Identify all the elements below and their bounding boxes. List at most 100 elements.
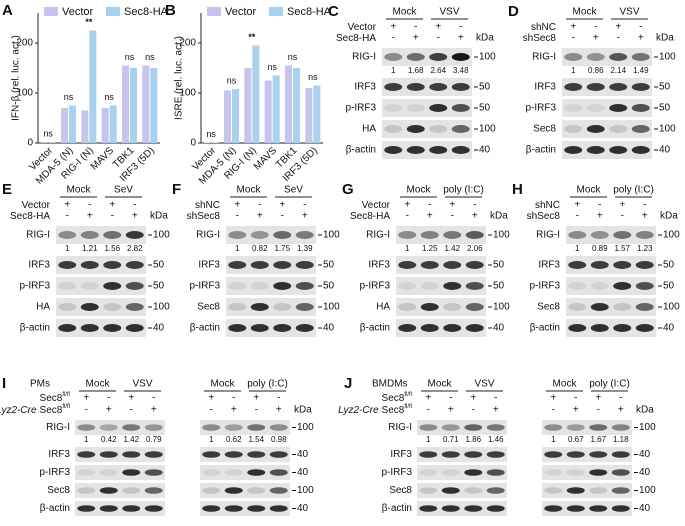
mw-label: 40 [659,145,671,156]
band [613,231,632,239]
band [295,303,314,311]
band [420,261,439,269]
treatment-sign: + [257,211,263,222]
blot-strip [417,465,507,480]
band [144,505,163,512]
bar [142,65,150,143]
treatment-label: Sec8fl/fl [382,392,412,404]
band [420,231,439,239]
row-label: RIG-I [352,52,376,63]
band [613,324,632,332]
blot-strip [566,277,656,295]
bar [272,75,280,143]
treatment-label: Vector [22,200,51,211]
band [486,469,505,476]
band [635,282,654,290]
row-label: RIG-I [46,422,70,433]
band [590,303,609,311]
band [250,261,269,269]
quant-label: 0.89 [592,244,608,253]
treatment-name: shSec8 [187,211,221,222]
mw-label: 40 [639,467,651,478]
bar [224,90,231,143]
treatment-sign: + [231,405,237,416]
band [103,324,122,332]
treatment-label: shNC [531,22,556,33]
treatment-sign: + [302,211,308,222]
band [80,231,99,239]
band [295,261,314,269]
panel-label: C [328,3,339,20]
treatment-name: Sec8-HA [336,33,376,44]
group-label: VSV [619,7,639,18]
quant-label: 1 [571,66,576,75]
significance: ** [85,17,93,27]
quant-label: 1.68 [408,66,424,75]
band [273,261,292,269]
row-label: Sec8 [389,485,412,496]
blot-strip [75,465,165,480]
quant-label: 1.57 [614,244,630,253]
band [419,505,438,512]
treatment-sign: + [390,22,396,33]
band [384,53,403,61]
band [609,125,628,133]
band [635,303,654,311]
band [586,83,605,91]
band [103,231,122,239]
bar [81,110,89,143]
band [589,469,608,476]
bar [232,89,239,143]
band [125,261,144,269]
blot-strip [566,256,656,274]
band [609,146,628,154]
treatment-sign: - [236,211,239,222]
group-label: SeV [114,185,133,196]
band [568,324,587,332]
legend-label: Vector [62,6,94,18]
treatment-sign: - [406,211,409,222]
mw-label: 100 [297,422,314,433]
band [103,261,122,269]
treatment-sign: + [234,200,240,211]
band [465,303,484,311]
band [631,83,650,91]
bar [285,65,292,143]
row-label: IRF3 [198,260,220,271]
band [451,83,470,91]
treatment-sign: - [494,393,497,404]
mw-label: 100 [323,230,340,241]
band [99,505,118,512]
row-label: IRF3 [534,82,556,93]
treatment-sign: + [279,200,285,211]
treatment-sign: + [132,211,138,222]
band [99,487,118,494]
bar [293,68,300,143]
treatment-sign: + [106,405,112,416]
blot-strip [226,298,316,316]
band [609,104,628,112]
band [611,505,630,512]
quant-label: 0.86 [588,66,604,75]
band [269,451,288,458]
treatment-sign: - [594,22,597,33]
treatment-label: Lyz2-Cre Sec8fl/fl [338,404,412,416]
row-label: p-IRF3 [19,281,50,292]
mw-label: 100 [663,302,680,313]
band [544,469,563,476]
quant-label: 1.42 [444,244,460,253]
panel-label: I [2,375,6,392]
row-label: RIG-I [388,422,412,433]
blot-strip [566,226,656,244]
band [443,303,462,311]
band [144,451,163,458]
band [566,451,585,458]
quant-label: 1.39 [297,244,313,253]
treatment-sign: - [130,405,133,416]
band [224,469,243,476]
band [429,83,448,91]
row-label: β-actin [526,145,556,156]
treatment-sign: + [493,405,499,416]
legend-label: Vector [225,6,257,18]
quant-label: 0.98 [271,435,287,444]
